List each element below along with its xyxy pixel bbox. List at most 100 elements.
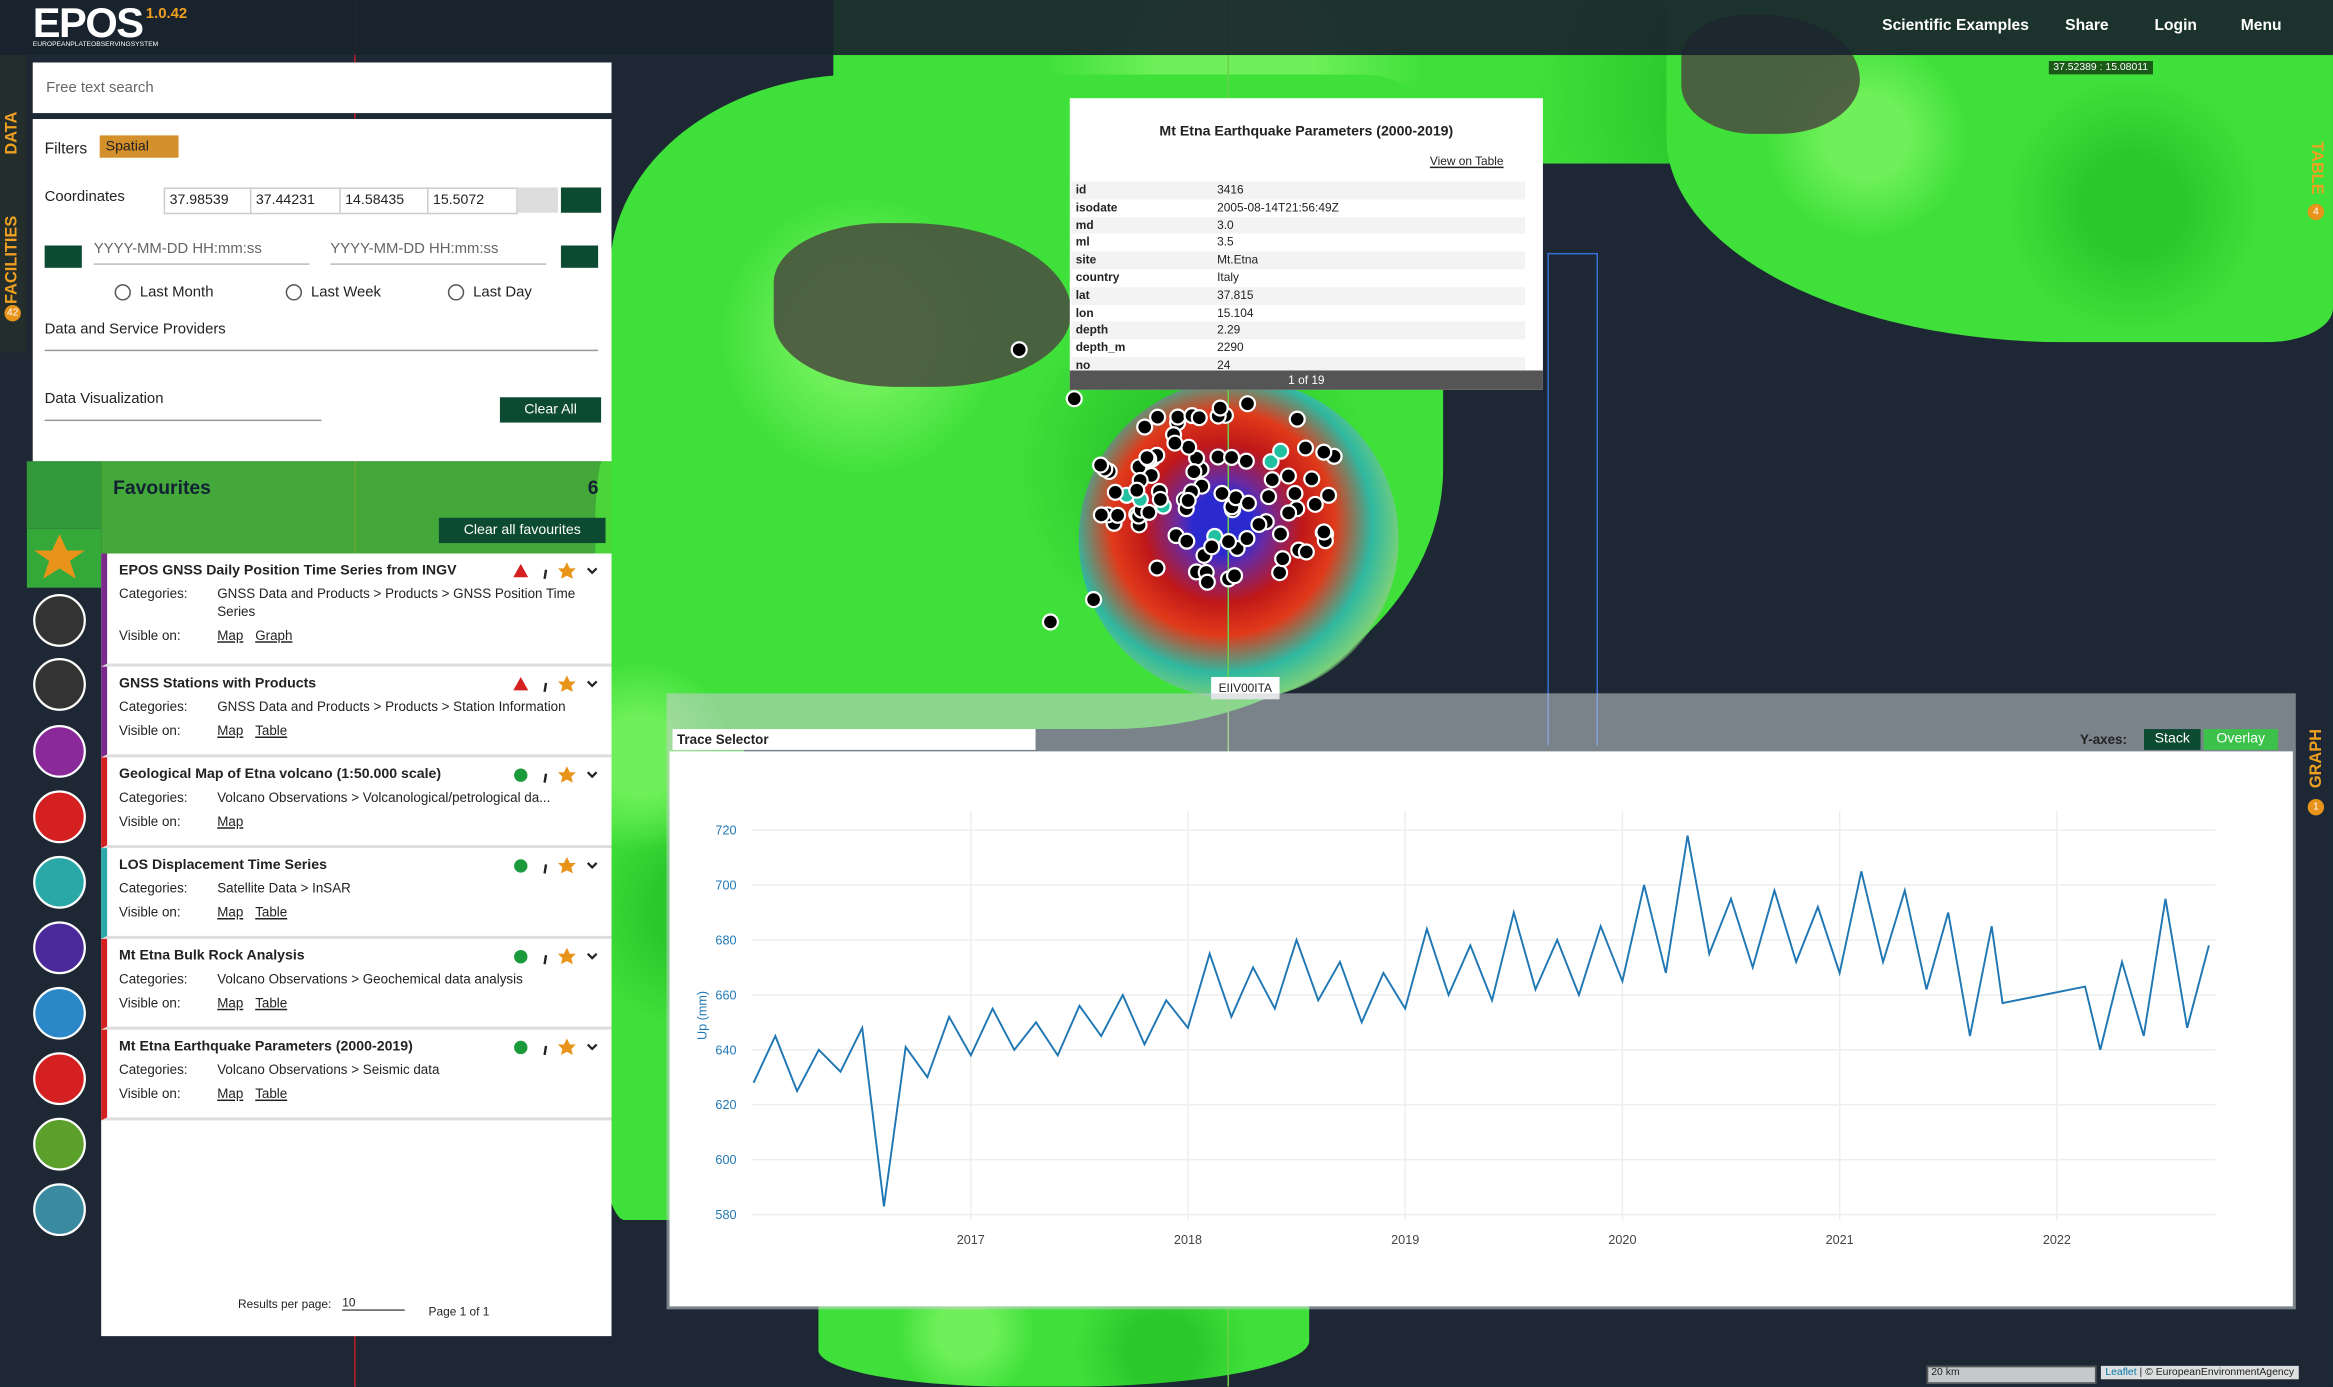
coord-label[interactable]: Coordinates — [45, 189, 125, 205]
coord-field[interactable]: 37.44231 — [250, 187, 344, 214]
event-marker[interactable] — [1240, 396, 1255, 411]
event-marker[interactable] — [1261, 489, 1276, 504]
visible-link[interactable]: Table — [255, 722, 287, 740]
graph-tab[interactable]: GRAPH — [2308, 729, 2326, 788]
info-icon[interactable] — [545, 570, 546, 579]
favourite-star[interactable] — [558, 562, 576, 578]
event-marker[interactable] — [1150, 410, 1165, 425]
visible-link[interactable]: Map — [217, 994, 243, 1012]
visible-link[interactable]: Map — [217, 626, 243, 644]
event-marker[interactable] — [1093, 458, 1108, 473]
visible-link[interactable]: Map — [217, 1085, 243, 1103]
view-on-table[interactable]: View on Table — [1430, 155, 1504, 168]
event-marker[interactable] — [1272, 565, 1287, 580]
event-marker[interactable] — [1221, 534, 1236, 549]
event-marker[interactable] — [1304, 471, 1319, 486]
draw-button[interactable] — [561, 187, 601, 212]
range-option[interactable]: Last Week — [286, 284, 381, 301]
event-marker[interactable] — [1298, 441, 1313, 456]
icon[interactable] — [34, 988, 85, 1039]
event-marker[interactable] — [1321, 488, 1336, 503]
attribution-link[interactable]: Leaflet — [2105, 1367, 2136, 1377]
grid-icon[interactable] — [27, 461, 101, 528]
event-marker[interactable] — [1167, 436, 1182, 451]
event-marker[interactable] — [1129, 483, 1144, 498]
info-icon[interactable] — [545, 1046, 546, 1055]
nav-menu[interactable]: Menu — [2241, 16, 2282, 34]
event-marker[interactable] — [1275, 551, 1290, 566]
range-option[interactable]: Last Day — [448, 284, 532, 301]
event-marker[interactable] — [1239, 531, 1254, 546]
visible-link[interactable]: Graph — [255, 626, 292, 644]
event-marker[interactable] — [1204, 539, 1219, 554]
info-icon[interactable] — [545, 774, 546, 783]
date-button[interactable] — [561, 246, 598, 268]
event-marker[interactable] — [1186, 464, 1201, 479]
coord-field[interactable]: 15.5072 — [427, 187, 518, 214]
event-marker[interactable] — [1110, 508, 1125, 523]
visible-link[interactable]: Map — [217, 903, 243, 921]
visible-link[interactable]: Map — [217, 812, 243, 830]
icon[interactable] — [34, 857, 85, 908]
visible-link[interactable]: Table — [255, 1085, 287, 1103]
icon[interactable] — [34, 726, 85, 777]
event-marker[interactable] — [1181, 440, 1196, 455]
event-marker[interactable] — [1150, 561, 1165, 576]
info-icon[interactable] — [545, 955, 546, 964]
event-marker[interactable] — [1094, 508, 1109, 523]
visible-link[interactable]: Table — [255, 903, 287, 921]
event-marker[interactable] — [1265, 472, 1280, 487]
event-marker[interactable] — [1251, 517, 1266, 532]
favourite-star[interactable] — [558, 857, 576, 873]
event-marker[interactable] — [1067, 391, 1082, 406]
icon[interactable] — [34, 1184, 85, 1235]
expand-icon[interactable] — [588, 681, 597, 685]
event-marker[interactable] — [1140, 450, 1155, 465]
event-marker[interactable] — [1273, 444, 1288, 459]
coord-field[interactable]: 14.58435 — [339, 187, 433, 214]
clear-favourites[interactable]: Clear all favourites — [439, 518, 606, 543]
event-marker[interactable] — [1043, 614, 1058, 629]
icon[interactable] — [34, 595, 85, 646]
nav-examples[interactable]: Scientific Examples — [1882, 16, 2029, 34]
providers[interactable]: Data and Service Providers — [45, 321, 598, 351]
apply-button[interactable] — [518, 187, 558, 212]
event-marker[interactable] — [1192, 410, 1207, 425]
favourite-star[interactable] — [558, 675, 576, 691]
event-marker[interactable] — [1241, 496, 1256, 511]
coord-field[interactable]: 37.98539 — [164, 187, 258, 214]
event-marker[interactable] — [1227, 568, 1242, 583]
favourite-star[interactable] — [558, 1039, 576, 1055]
visible-link[interactable]: Table — [255, 994, 287, 1012]
trace-selector[interactable]: Trace Selector — [673, 729, 1036, 750]
info-icon[interactable] — [545, 864, 546, 873]
chip[interactable]: Spatial — [100, 135, 179, 157]
overlay-button[interactable]: Overlay — [2204, 729, 2278, 750]
date-to[interactable]: YYYY-MM-DD HH:mm:ss — [330, 241, 546, 265]
per-page[interactable]: 10 — [342, 1296, 404, 1311]
favourite-star[interactable] — [558, 948, 576, 964]
expand-icon[interactable] — [588, 1044, 597, 1048]
event-marker[interactable] — [1299, 544, 1314, 559]
event-marker[interactable] — [1316, 525, 1331, 540]
event-marker[interactable] — [1273, 527, 1288, 542]
event-marker[interactable] — [1290, 412, 1305, 427]
icon[interactable] — [34, 1053, 85, 1104]
data-tab[interactable]: DATA — [3, 112, 21, 155]
expand-icon[interactable] — [588, 568, 597, 572]
event-marker[interactable] — [1012, 342, 1027, 357]
expand-icon[interactable] — [588, 954, 597, 958]
date-from[interactable]: YYYY-MM-DD HH:mm:ss — [94, 241, 310, 265]
clear-all[interactable]: Clear All — [500, 397, 601, 422]
event-marker[interactable] — [1239, 454, 1254, 469]
icon[interactable] — [34, 922, 85, 973]
date-button[interactable] — [45, 246, 82, 268]
icon[interactable] — [34, 792, 85, 843]
favourite-star[interactable] — [558, 766, 576, 782]
nav-share[interactable]: Share — [2065, 16, 2108, 34]
info-icon[interactable] — [545, 683, 546, 692]
event-marker[interactable] — [1108, 485, 1123, 500]
event-marker[interactable] — [1316, 445, 1331, 460]
event-marker[interactable] — [1281, 505, 1296, 520]
event-marker[interactable] — [1179, 534, 1194, 549]
